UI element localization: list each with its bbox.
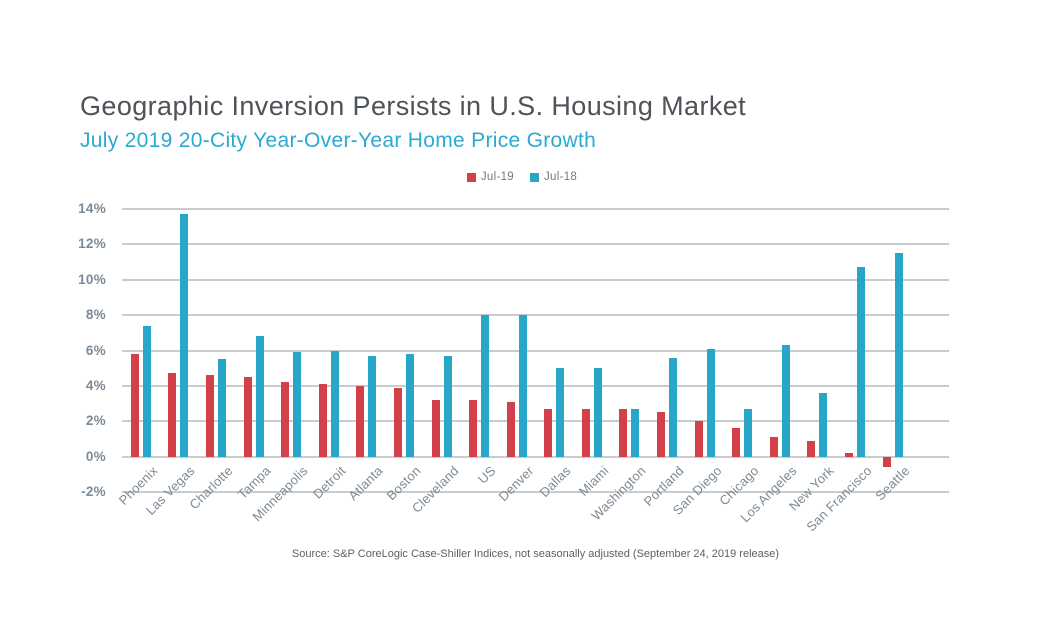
gridline <box>122 384 949 387</box>
bar-jul-18 <box>706 348 715 457</box>
bar-jul-19 <box>281 382 290 457</box>
bar-jul-18 <box>180 214 189 457</box>
y-tick-label: 14% <box>78 201 106 216</box>
source-note: Source: S&P CoreLogic Case-Shiller Indic… <box>291 548 780 560</box>
legend-item-jul18: Jul-18 <box>530 171 577 183</box>
bar-jul-19 <box>581 408 590 457</box>
bar-jul-19 <box>732 428 741 457</box>
bar-jul-18 <box>330 350 339 457</box>
bar-jul-19 <box>769 437 778 457</box>
y-tick-label: 10% <box>78 271 106 287</box>
gridline <box>122 314 949 317</box>
gridline <box>122 455 949 458</box>
bar-jul-19 <box>205 375 214 457</box>
bar-jul-19 <box>544 408 553 457</box>
bar-jul-18 <box>631 408 640 457</box>
bar-jul-18 <box>593 368 602 457</box>
legend-swatch-jul18-icon <box>530 172 539 182</box>
bar-jul-18 <box>518 315 527 457</box>
gridline <box>122 208 949 210</box>
bar-jul-19 <box>243 377 252 457</box>
gridline <box>122 278 949 281</box>
bar-jul-19 <box>506 401 515 457</box>
bar-jul-18 <box>819 392 828 457</box>
bar-jul-18 <box>556 368 565 457</box>
bar-jul-18 <box>481 315 490 457</box>
chart-subtitle: July 2019 20-City Year-Over-Year Home Pr… <box>80 129 597 152</box>
bar-jul-19 <box>469 400 478 457</box>
legend-swatch-jul19-icon <box>466 172 476 182</box>
bar-jul-18 <box>217 359 226 457</box>
y-tick-label: 2% <box>85 413 106 429</box>
bar-jul-18 <box>293 352 302 457</box>
bar-jul-19 <box>694 421 703 457</box>
chart-title: Geographic Inversion Persists in U.S. Ho… <box>80 91 747 121</box>
bar-jul-18 <box>142 325 151 457</box>
bar-jul-18 <box>744 408 753 457</box>
bar-jul-19 <box>657 412 666 457</box>
y-tick-label: 4% <box>85 377 106 393</box>
bar-jul-18 <box>894 253 903 457</box>
bar-jul-18 <box>368 355 377 457</box>
bar-jul-19 <box>168 373 177 457</box>
legend: Jul-19 Jul-18 <box>122 171 922 183</box>
gridline <box>122 243 949 246</box>
gridline <box>122 349 949 352</box>
bar-jul-19 <box>845 453 854 457</box>
bar-jul-18 <box>255 336 264 457</box>
bar-jul-19 <box>130 354 139 457</box>
legend-label-jul18: Jul-18 <box>544 171 578 183</box>
bar-jul-19 <box>619 408 628 457</box>
y-tick-label: 8% <box>85 307 106 323</box>
bar-jul-18 <box>669 357 678 457</box>
gridline <box>122 420 949 423</box>
legend-item-jul19: Jul-19 <box>466 171 514 183</box>
bar-jul-19 <box>318 384 327 457</box>
bar-jul-19 <box>807 440 816 457</box>
y-tick-label: 0% <box>85 448 106 464</box>
bar-jul-18 <box>443 355 452 457</box>
y-tick-label: 6% <box>85 342 106 358</box>
bar-jul-18 <box>781 345 790 457</box>
y-tick-label: 12% <box>78 236 106 252</box>
bar-jul-19 <box>882 456 891 468</box>
bar-jul-19 <box>393 387 402 457</box>
bar-jul-18 <box>857 267 866 457</box>
bar-jul-19 <box>431 400 440 457</box>
plot-area <box>122 208 949 493</box>
bar-jul-18 <box>405 354 414 457</box>
legend-label-jul19: Jul-19 <box>480 171 514 183</box>
y-tick-label: -2% <box>81 484 106 499</box>
bar-jul-19 <box>356 385 365 457</box>
gridline <box>122 491 949 493</box>
